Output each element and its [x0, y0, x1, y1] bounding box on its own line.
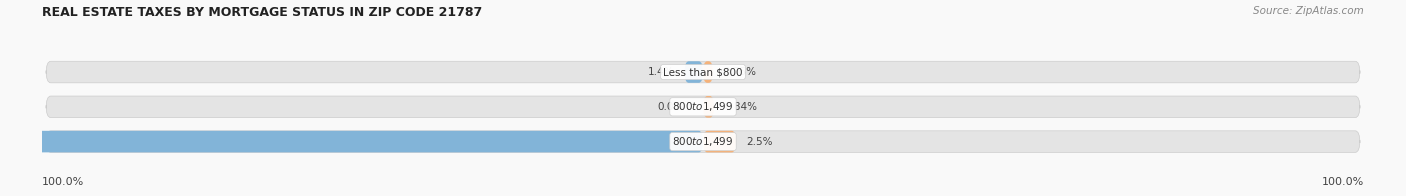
FancyBboxPatch shape [46, 61, 1360, 83]
Text: 0.75%: 0.75% [724, 67, 756, 77]
FancyBboxPatch shape [685, 61, 703, 83]
Text: 100.0%: 100.0% [42, 177, 84, 187]
Text: $800 to $1,499: $800 to $1,499 [672, 135, 734, 148]
FancyBboxPatch shape [46, 131, 1360, 152]
Text: 100.0%: 100.0% [1322, 177, 1364, 187]
FancyBboxPatch shape [703, 131, 735, 152]
Text: 0.84%: 0.84% [724, 102, 758, 112]
Text: Less than $800: Less than $800 [664, 67, 742, 77]
FancyBboxPatch shape [703, 96, 714, 118]
Text: REAL ESTATE TAXES BY MORTGAGE STATUS IN ZIP CODE 21787: REAL ESTATE TAXES BY MORTGAGE STATUS IN … [42, 6, 482, 19]
Text: 1.4%: 1.4% [647, 67, 673, 77]
Text: 0.0%: 0.0% [657, 102, 683, 112]
FancyBboxPatch shape [703, 61, 713, 83]
Text: 2.5%: 2.5% [747, 137, 773, 147]
Text: $800 to $1,499: $800 to $1,499 [672, 100, 734, 113]
Text: Source: ZipAtlas.com: Source: ZipAtlas.com [1253, 6, 1364, 16]
FancyBboxPatch shape [46, 96, 1360, 118]
FancyBboxPatch shape [0, 131, 703, 152]
